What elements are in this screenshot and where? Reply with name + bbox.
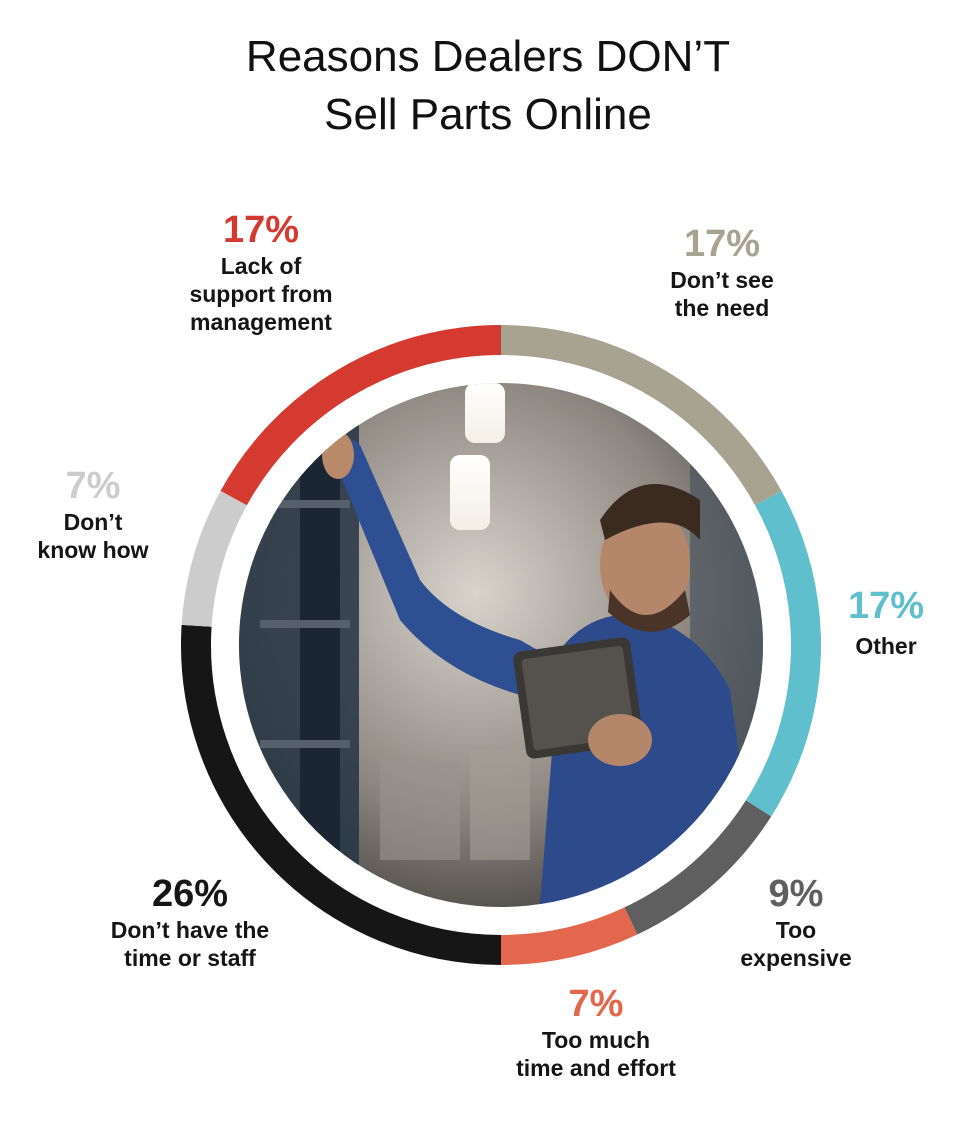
value-too-expensive: 9% [768, 873, 824, 915]
donut-slice-too-expensive [624, 800, 772, 935]
label-too-expensive: 9% Too expensive [740, 873, 852, 971]
chart-title: Reasons Dealers DON’T Sell Parts Online [0, 28, 976, 144]
label-dont-see-need: 17% Don’t see the need [670, 223, 774, 321]
chart-title-line-2: Sell Parts Online [324, 90, 652, 139]
donut-slice-don-t-see-the-need [500, 325, 782, 506]
value-dont-have-time: 26% [151, 873, 229, 915]
label-lack-of-support: 17% Lack of support from management [189, 209, 333, 335]
value-dont-know-how: 7% [65, 465, 121, 507]
label-dont-know-how: 7% Don’t know how [37, 465, 149, 563]
value-lack-of-support: 17% [222, 209, 300, 251]
donut-ring [181, 325, 821, 965]
donut-slice-too-much-time-and-effort [500, 907, 638, 965]
chart-title-line-1: Reasons Dealers DON’T [245, 32, 731, 81]
value-too-much-time: 7% [568, 983, 624, 1025]
label-too-much-time: 7% Too much time and effort [516, 983, 676, 1081]
donut-slice-other [745, 490, 821, 817]
label-other: 17% Other [847, 585, 925, 659]
value-dont-see-need: 17% [683, 223, 761, 265]
donut-slice-lack-of-support-from-management [220, 325, 502, 506]
value-other: 17% [847, 585, 925, 627]
donut-slice-don-t-have-the-time-or-staff [181, 624, 502, 965]
donut-slice-don-t-know-how [181, 490, 247, 627]
label-dont-have-time: 26% Don’t have the time or staff [110, 873, 270, 971]
center-photo [239, 383, 763, 907]
